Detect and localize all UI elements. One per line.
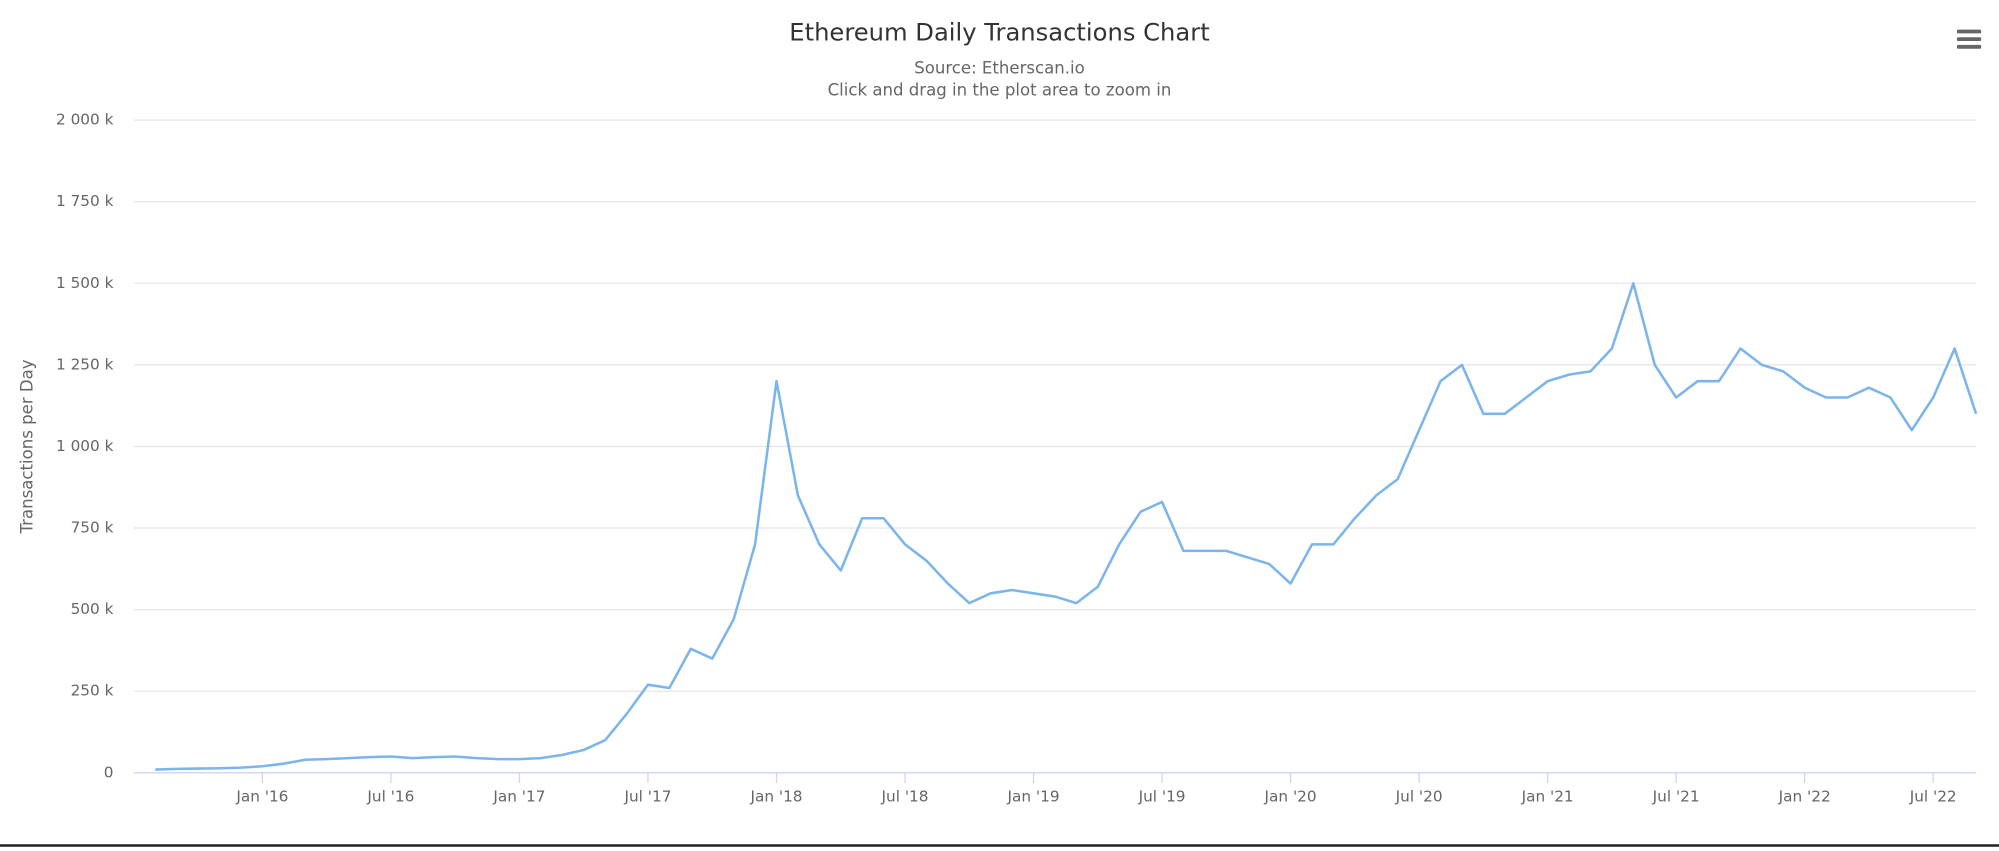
y-tick-label: 1 500 k xyxy=(56,274,114,292)
menu-bar[interactable] xyxy=(1956,44,1982,49)
y-tick-label: 1 000 k xyxy=(56,437,114,455)
x-tick-label: Jan '20 xyxy=(1264,788,1317,806)
chart-subtitle: Click and drag in the plot area to zoom … xyxy=(828,80,1172,99)
x-tick-label: Jul '18 xyxy=(881,788,929,806)
x-tick-label: Jan '18 xyxy=(749,788,802,806)
x-tick-label: Jan '19 xyxy=(1007,788,1060,806)
chart-title: Ethereum Daily Transactions Chart xyxy=(789,18,1209,46)
y-tick-label: 750 k xyxy=(71,519,114,537)
x-tick-label: Jul '19 xyxy=(1138,788,1186,806)
x-tick-label: Jul '22 xyxy=(1909,788,1957,806)
x-tick-label: Jul '21 xyxy=(1652,788,1700,806)
y-tick-label: 1 250 k xyxy=(56,355,114,373)
data-line xyxy=(155,281,1978,771)
y-tick-label: 250 k xyxy=(71,682,114,700)
y-tick-label: 1 750 k xyxy=(56,192,114,210)
x-tick-label: Jan '21 xyxy=(1521,788,1574,806)
y-tick-label: 2 000 k xyxy=(56,111,114,129)
menu-bar[interactable] xyxy=(1956,37,1982,42)
x-tick-label: Jul '20 xyxy=(1395,788,1443,806)
y-tick-label: 500 k xyxy=(71,600,114,618)
y-tick-label: 0 xyxy=(104,763,114,781)
chart-subtitle: Source: Etherscan.io xyxy=(914,59,1085,78)
x-tick-label: Jul '17 xyxy=(623,788,671,806)
x-tick-label: Jan '17 xyxy=(492,788,545,806)
menu-button[interactable] xyxy=(1956,29,1982,49)
x-tick-label: Jan '16 xyxy=(235,788,288,806)
y-axis-label: Transactions per Day xyxy=(18,359,37,534)
menu-bar[interactable] xyxy=(1956,29,1982,34)
x-tick-label: Jul '16 xyxy=(366,788,414,806)
x-tick-label: Jan '22 xyxy=(1778,788,1831,806)
